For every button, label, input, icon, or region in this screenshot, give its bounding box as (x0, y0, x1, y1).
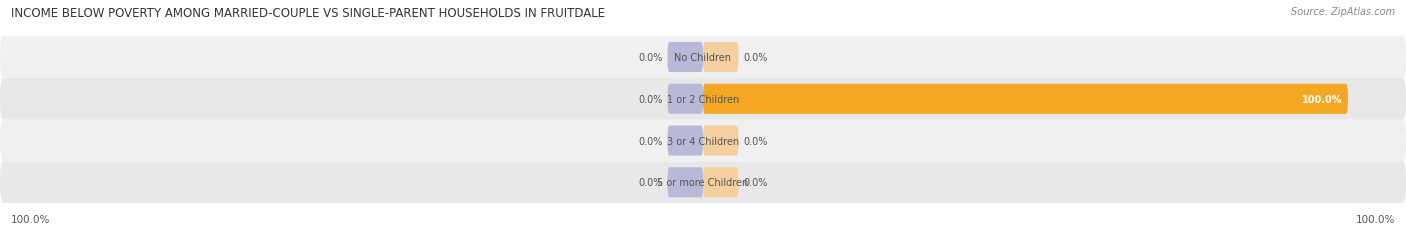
FancyBboxPatch shape (703, 84, 1348, 114)
FancyBboxPatch shape (668, 167, 703, 198)
Text: 100.0%: 100.0% (1355, 214, 1395, 224)
FancyBboxPatch shape (668, 126, 703, 156)
Text: 0.0%: 0.0% (744, 177, 768, 188)
FancyBboxPatch shape (703, 126, 738, 156)
Text: 0.0%: 0.0% (744, 136, 768, 146)
Text: 100.0%: 100.0% (11, 214, 51, 224)
FancyBboxPatch shape (668, 84, 703, 114)
Text: 100.0%: 100.0% (1302, 94, 1343, 104)
Text: 0.0%: 0.0% (638, 177, 662, 188)
Text: 5 or more Children: 5 or more Children (658, 177, 748, 188)
Text: 0.0%: 0.0% (744, 53, 768, 63)
Text: 0.0%: 0.0% (638, 136, 662, 146)
Text: INCOME BELOW POVERTY AMONG MARRIED-COUPLE VS SINGLE-PARENT HOUSEHOLDS IN FRUITDA: INCOME BELOW POVERTY AMONG MARRIED-COUPL… (11, 7, 606, 20)
FancyBboxPatch shape (0, 79, 1406, 120)
FancyBboxPatch shape (703, 167, 738, 198)
FancyBboxPatch shape (703, 43, 738, 73)
Text: No Children: No Children (675, 53, 731, 63)
FancyBboxPatch shape (0, 37, 1406, 79)
Text: Source: ZipAtlas.com: Source: ZipAtlas.com (1291, 7, 1395, 17)
Text: 0.0%: 0.0% (638, 53, 662, 63)
FancyBboxPatch shape (0, 162, 1406, 203)
Text: 0.0%: 0.0% (638, 94, 662, 104)
Text: 3 or 4 Children: 3 or 4 Children (666, 136, 740, 146)
FancyBboxPatch shape (668, 43, 703, 73)
Text: 1 or 2 Children: 1 or 2 Children (666, 94, 740, 104)
FancyBboxPatch shape (0, 120, 1406, 162)
